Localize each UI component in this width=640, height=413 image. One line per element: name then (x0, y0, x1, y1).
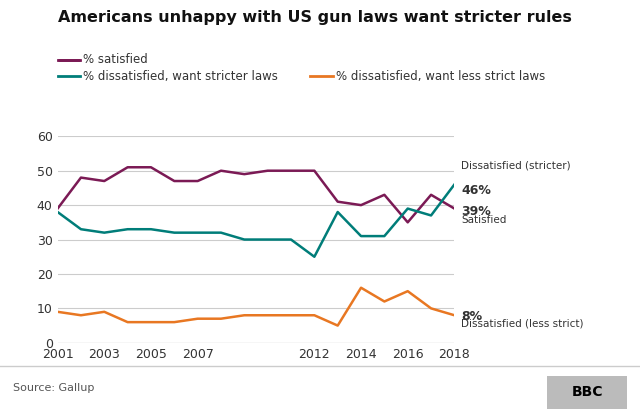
Text: Satisfied: Satisfied (461, 216, 507, 225)
Text: % dissatisfied, want less strict laws: % dissatisfied, want less strict laws (336, 70, 545, 83)
Text: Americans unhappy with US gun laws want stricter rules: Americans unhappy with US gun laws want … (58, 10, 572, 25)
Text: % satisfied: % satisfied (83, 53, 148, 66)
Text: 8%: 8% (461, 310, 483, 323)
Text: Dissatisfied (less strict): Dissatisfied (less strict) (461, 319, 584, 329)
Text: % dissatisfied, want stricter laws: % dissatisfied, want stricter laws (83, 70, 278, 83)
Text: 39%: 39% (461, 205, 491, 218)
Text: Dissatisfied (stricter): Dissatisfied (stricter) (461, 161, 571, 171)
Text: 46%: 46% (461, 185, 492, 197)
Text: Source: Gallup: Source: Gallup (13, 383, 94, 393)
Text: BBC: BBC (572, 385, 603, 399)
